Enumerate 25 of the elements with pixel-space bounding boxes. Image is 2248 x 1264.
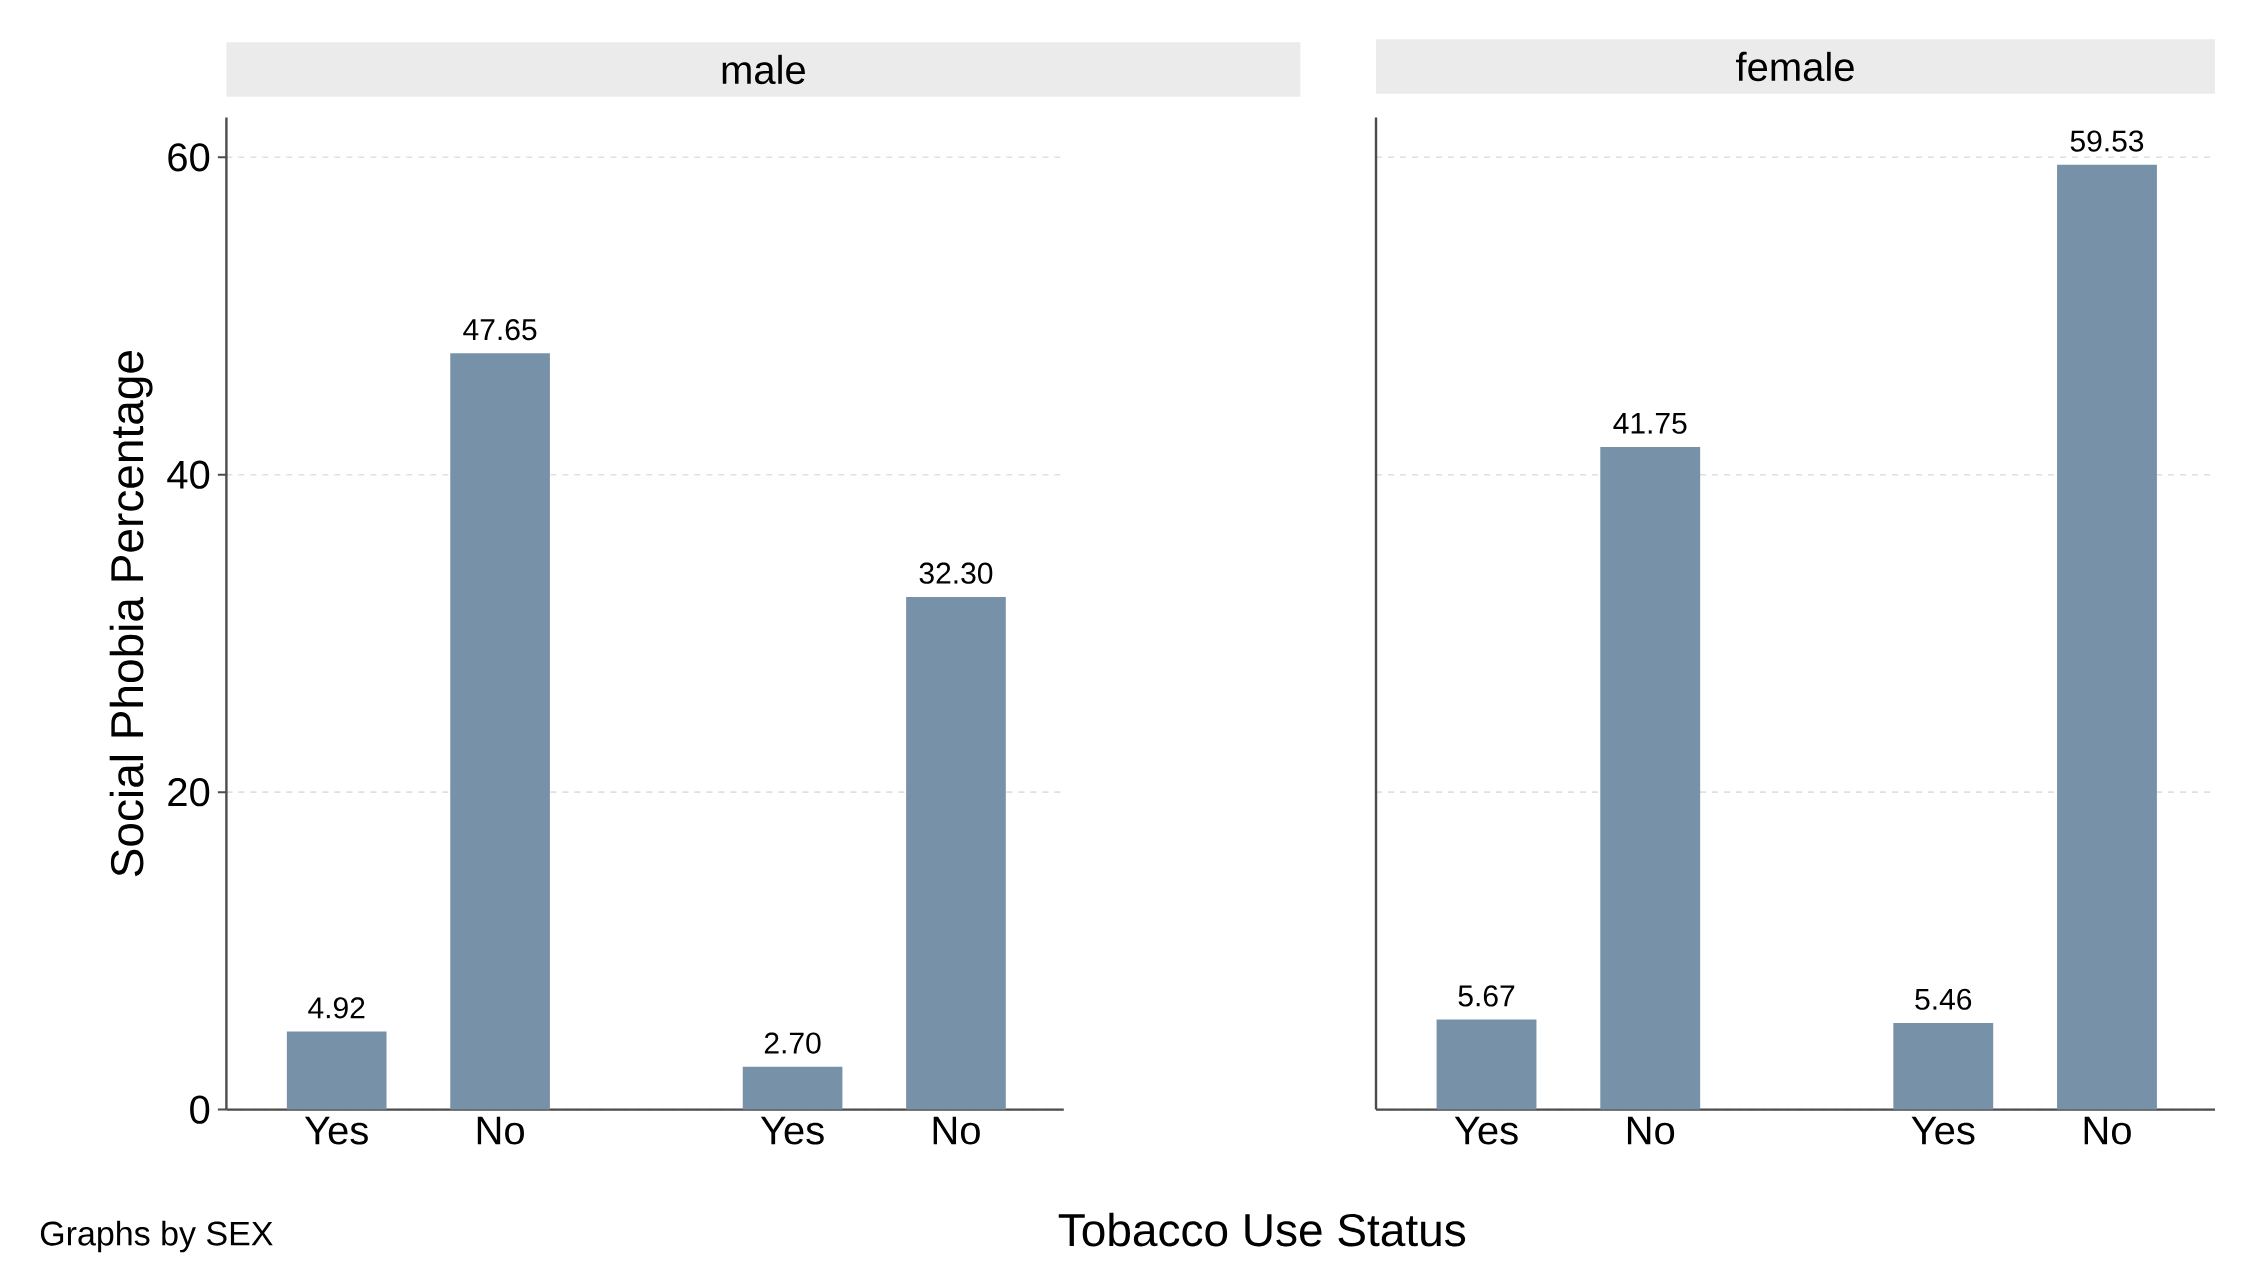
x-tick-label: Yes <box>760 1116 824 1145</box>
chart-title: female <box>1736 51 1854 82</box>
x-tick-label: No <box>477 1116 524 1145</box>
data-label: 2.70 <box>764 1032 821 1054</box>
data-label: 41.75 <box>1613 412 1687 434</box>
y-tick-label: 0 <box>190 1095 210 1124</box>
x-tick-label: Yes <box>304 1116 368 1145</box>
x-tick-label: Yes <box>1911 1116 1975 1145</box>
chart-title: male <box>722 54 805 85</box>
x-tick-label: Yes <box>1454 1116 1518 1145</box>
data-label: 32.30 <box>919 562 993 584</box>
x-axis-title: Tobacco Use Status <box>1058 1212 1466 1247</box>
data-label: 4.92 <box>308 997 365 1019</box>
x-tick-label: No <box>933 1116 980 1145</box>
data-label: 5.67 <box>1458 985 1515 1007</box>
y-tick-label: 40 <box>167 460 210 489</box>
y-axis-title: Social Phobia Percentage <box>109 351 153 877</box>
x-tick-label: No <box>1627 1116 1675 1145</box>
x-tick-label: No <box>2084 1116 2131 1145</box>
data-label: 5.46 <box>1915 988 1972 1010</box>
y-tick-label: 20 <box>168 778 210 807</box>
y-tick-label: 60 <box>168 143 210 172</box>
data-label: 59.53 <box>2070 130 2144 152</box>
text: Graphs by SEX <box>40 1220 273 1253</box>
data-label: 47.65 <box>463 318 537 341</box>
